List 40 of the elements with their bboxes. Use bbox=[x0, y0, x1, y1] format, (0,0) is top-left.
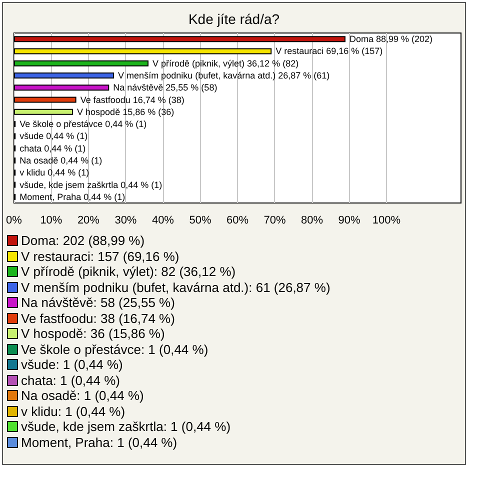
text: V menším podniku (bufet, kavárna atd.): 61 (26,87 %) bbox=[21, 280, 330, 295]
data-label: chata 0,44 % (1) bbox=[20, 143, 86, 154]
x-tick-label: 100% bbox=[372, 214, 401, 226]
x-tick-label: 0% bbox=[6, 214, 22, 226]
data-label: všude, kde jsem zaškrtla 0,44 % (1) bbox=[20, 180, 162, 190]
x-tick-label: 30% bbox=[114, 214, 137, 226]
text: chata: 1 (0,44 %) bbox=[21, 372, 120, 388]
data-label: V hospodě 15,86 % (36) bbox=[77, 106, 174, 117]
text: Moment, Praha: 1 (0,44 %) bbox=[21, 434, 178, 450]
data-label: V restauraci 69,16 % (157) bbox=[276, 46, 383, 56]
chart-title: Kde jíte rád/a? bbox=[188, 11, 280, 27]
text: Ve fastfoodu: 38 (16,74 %) bbox=[21, 310, 175, 326]
text: Ve škole o přestávce: 1 (0,44 %) bbox=[21, 342, 208, 357]
data-label: Moment, Praha 0,44 % (1) bbox=[20, 192, 126, 202]
data-label: V menším podniku (bufet, kavárna atd.) 26,87 % (61) bbox=[118, 70, 330, 80]
data-label: všude 0,44 % (1) bbox=[20, 131, 88, 142]
x-tick-label: 90% bbox=[338, 214, 360, 226]
text: v klidu: 1 (0,44 %) bbox=[21, 404, 126, 419]
text: V hospodě: 36 (15,86 %) bbox=[21, 326, 165, 342]
x-tick-label: 20% bbox=[77, 214, 100, 226]
text: V restauraci: 157 (69,16 %) bbox=[21, 248, 180, 264]
x-tick-label: 40% bbox=[152, 214, 174, 226]
x-tick-label: 60% bbox=[226, 214, 249, 226]
x-tick-label: 10% bbox=[40, 214, 62, 226]
text: Na osadě: 1 (0,44 %) bbox=[21, 388, 144, 404]
x-tick-label: 80% bbox=[300, 214, 324, 226]
text: všude, kde jsem zaškrtla: 1 (0,44 %) bbox=[21, 419, 231, 434]
x-tick-label: 70% bbox=[264, 214, 286, 226]
text: V přírodě (piknik, výlet): 82 (36,12 %) bbox=[21, 264, 236, 280]
data-label: v klidu 0,44 % (1) bbox=[20, 168, 90, 178]
text: Na návštěvě: 58 (25,55 %) bbox=[21, 295, 175, 310]
x-tick-label: 50% bbox=[189, 214, 212, 226]
text: všude: 1 (0,44 %) bbox=[21, 357, 123, 372]
data-label: Ve fastfoodu 16,74 % (38) bbox=[80, 94, 184, 105]
data-label: Doma 88,99 % (202) bbox=[349, 34, 433, 44]
data-label: V přírodě (piknik, výlet) 36,12 % (82) bbox=[152, 58, 299, 68]
data-label: Na návštěvě 25,55 % (58) bbox=[113, 82, 218, 93]
data-label: Na osadě 0,44 % (1) bbox=[20, 156, 102, 166]
data-label: Ve škole o přestávce 0,44 % (1) bbox=[20, 119, 147, 130]
text: Doma: 202 (88,99 %) bbox=[21, 233, 145, 248]
